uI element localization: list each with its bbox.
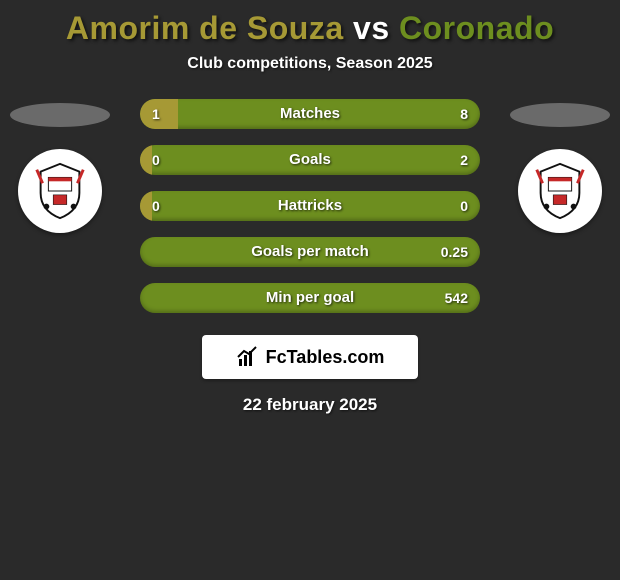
title: Amorim de Souza vs Coronado: [0, 0, 620, 47]
brand-text: FcTables.com: [266, 347, 385, 368]
date-text: 22 february 2025: [0, 395, 620, 415]
stat-row: 0Goals2: [140, 145, 480, 175]
stat-label: Goals: [140, 145, 480, 175]
stat-right-value: 0: [460, 191, 468, 221]
corinthians-crest-icon: [529, 160, 591, 222]
player2-name: Coronado: [399, 10, 554, 46]
stat-bars: 1Matches80Goals20Hattricks0Goals per mat…: [140, 99, 480, 329]
stat-right-value: 542: [445, 283, 468, 313]
player2-club-crest: [518, 149, 602, 233]
stat-right-value: 0.25: [441, 237, 468, 267]
player1-placeholder: [10, 103, 110, 127]
brand-badge: FcTables.com: [202, 335, 418, 379]
player1-club-crest: [18, 149, 102, 233]
stat-row: 1Matches8: [140, 99, 480, 129]
subtitle: Club competitions, Season 2025: [0, 55, 620, 73]
stat-label: Goals per match: [140, 237, 480, 267]
title-vs: vs: [353, 10, 390, 46]
main-area: 1Matches80Goals20Hattricks0Goals per mat…: [0, 99, 620, 329]
player1-name: Amorim de Souza: [66, 10, 344, 46]
stat-label: Min per goal: [140, 283, 480, 313]
stat-row: Goals per match0.25: [140, 237, 480, 267]
stat-right-value: 8: [460, 99, 468, 129]
stat-row: 0Hattricks0: [140, 191, 480, 221]
chart-icon: [236, 345, 260, 369]
stat-row: Min per goal542: [140, 283, 480, 313]
stat-right-value: 2: [460, 145, 468, 175]
player1-side: [10, 99, 110, 259]
player2-side: [510, 99, 610, 259]
stat-label: Hattricks: [140, 191, 480, 221]
comparison-card: Amorim de Souza vs Coronado Club competi…: [0, 0, 620, 450]
player2-placeholder: [510, 103, 610, 127]
corinthians-crest-icon: [29, 160, 91, 222]
stat-label: Matches: [140, 99, 480, 129]
